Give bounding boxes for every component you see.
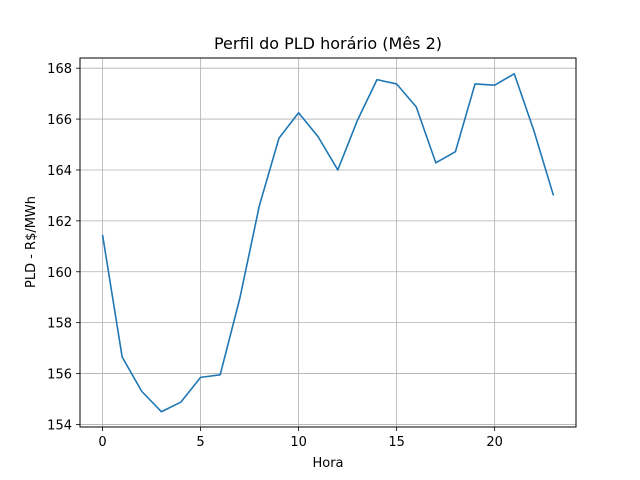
y-tick-label: 166 (47, 113, 72, 128)
x-axis-ticks: 0 5 10 15 20 (98, 427, 503, 450)
x-tick-label: 20 (486, 435, 503, 450)
y-tick-label: 164 (47, 164, 72, 179)
x-tick-label: 15 (388, 435, 405, 450)
x-tick-label: 0 (98, 435, 106, 450)
y-tick-label: 156 (47, 368, 72, 383)
plot-area-frame (79, 57, 577, 428)
y-tick-label: 160 (47, 266, 72, 281)
grid-lines (80, 58, 576, 427)
y-tick-label: 154 (47, 418, 72, 433)
y-tick-label: 158 (47, 317, 72, 332)
x-tick-label: 5 (196, 435, 204, 450)
y-tick-label: 168 (47, 62, 72, 77)
series-layer (101, 72, 555, 413)
y-axis-ticks: 154 156 158 160 162 164 166 168 (47, 62, 80, 433)
x-axis-label: Hora (312, 456, 343, 471)
series-line (101, 72, 555, 413)
y-axis-label: PLD - R$/MWh (24, 196, 39, 288)
y-tick-label: 162 (47, 215, 72, 230)
x-tick-label: 10 (290, 435, 307, 450)
chart-title: Perfil do PLD horário (Mês 2) (214, 34, 442, 53)
